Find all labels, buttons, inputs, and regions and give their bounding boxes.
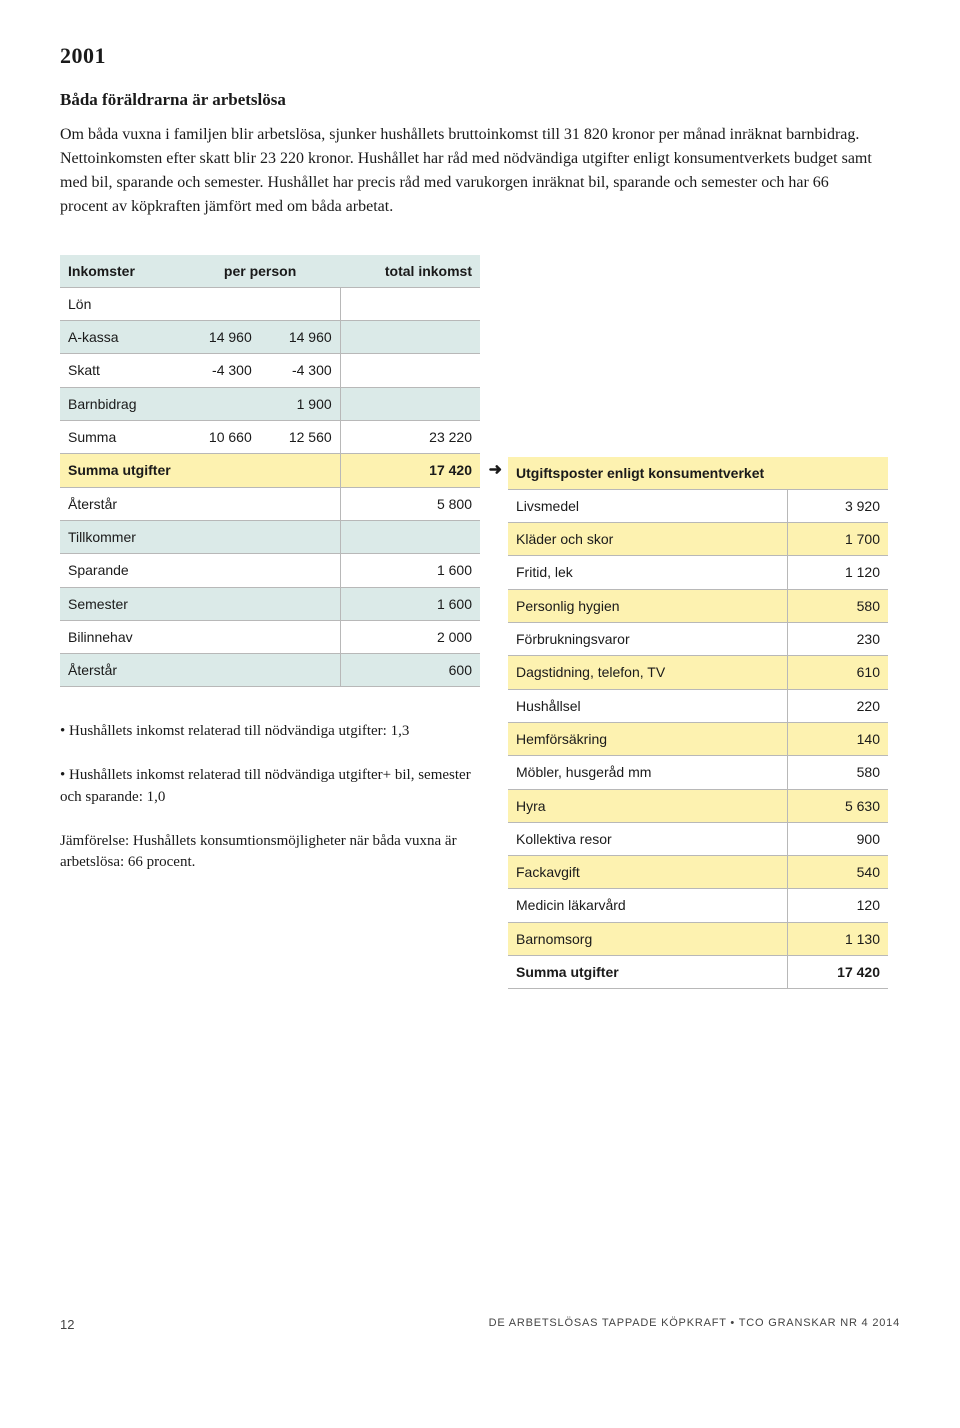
expense-row-label: Hemförsäkring	[508, 722, 788, 755]
hdr-inkomster: Inkomster	[60, 255, 180, 288]
expense-row-value: 580	[788, 589, 888, 622]
expense-row-label: Hyra	[508, 789, 788, 822]
row-skatt-v2: -4 300	[260, 354, 340, 387]
expense-row-value: 120	[788, 889, 888, 922]
row-aterstar2-label: Återstår	[60, 654, 180, 687]
expense-row-value: 230	[788, 623, 888, 656]
arrow-icon: ➜	[489, 459, 502, 482]
footer-text-left: DE ARBETSLÖSAS TAPPADE KÖPKRAFT	[489, 1317, 727, 1329]
row-summa-label: Summa	[60, 421, 180, 454]
hdr-perperson: per person	[180, 255, 340, 288]
row-akassa-v2: 14 960	[260, 321, 340, 354]
row-sparande-label: Sparande	[60, 554, 180, 587]
expense-row-value: 580	[788, 756, 888, 789]
row-akassa-v1: 14 960	[180, 321, 260, 354]
expense-row-value: 540	[788, 856, 888, 889]
row-semester-label: Semester	[60, 587, 180, 620]
expense-row-label: Förbrukningsvaror	[508, 623, 788, 656]
expense-row-value: 1 700	[788, 523, 888, 556]
expense-table: Utgiftsposter enligt konsumentverket Liv…	[508, 457, 888, 990]
footer-text: DE ARBETSLÖSAS TAPPADE KÖPKRAFT • TCO GR…	[489, 1316, 900, 1335]
expense-row-value: 5 630	[788, 789, 888, 822]
expense-row-label: Fackavgift	[508, 856, 788, 889]
footer-text-right: TCO GRANSKAR NR 4 2014	[739, 1317, 900, 1329]
row-lon: Lön	[60, 287, 180, 320]
expense-row-value: 900	[788, 822, 888, 855]
left-column: Inkomster per person total inkomst Lön A…	[60, 255, 480, 897]
row-summautg-value: 17 420	[429, 462, 472, 478]
expense-row-label: Möbler, husgeråd mm	[508, 756, 788, 789]
row-bilinnehav-label: Bilinnehav	[60, 620, 180, 653]
expense-row-label: Hushållsel	[508, 689, 788, 722]
row-bilinnehav-v: 2 000	[340, 620, 480, 653]
row-sparande-v: 1 600	[340, 554, 480, 587]
expense-row-label: Personlig hygien	[508, 589, 788, 622]
row-akassa-label: A-kassa	[60, 321, 180, 354]
expense-row-label: Livsmedel	[508, 489, 788, 522]
expense-row-value: 140	[788, 722, 888, 755]
expense-row-label: Medicin läkarvård	[508, 889, 788, 922]
row-semester-v: 1 600	[340, 587, 480, 620]
expense-row-value: 1 130	[788, 922, 888, 955]
intro-paragraph: Om båda vuxna i familjen blir arbetslösa…	[60, 123, 880, 219]
row-summa-v2: 12 560	[260, 421, 340, 454]
row-aterstar2-v: 600	[340, 654, 480, 687]
row-summautg-v: 17 420 ➜	[340, 454, 480, 487]
footer-dot: •	[730, 1317, 738, 1329]
expense-row-label: Kollektiva resor	[508, 822, 788, 855]
expense-sum-v: 17 420	[788, 955, 888, 988]
row-tillkommer: Tillkommer	[60, 520, 180, 553]
row-aterstar1-v: 5 800	[340, 487, 480, 520]
right-column: Utgiftsposter enligt konsumentverket Liv…	[508, 457, 888, 990]
row-barnbidrag-v: 1 900	[260, 387, 340, 420]
expense-row-value: 610	[788, 656, 888, 689]
row-aterstar1-label: Återstår	[60, 487, 180, 520]
expense-row-label: Dagstidning, telefon, TV	[508, 656, 788, 689]
expense-row-value: 220	[788, 689, 888, 722]
page-number: 12	[60, 1316, 74, 1335]
row-summautg-label: Summa utgifter	[60, 454, 180, 487]
bullet-2: • Hushållets inkomst relaterad till nödv…	[60, 765, 480, 809]
bullet-3: Jämförelse: Hushållets konsumtionsmöjlig…	[60, 831, 480, 875]
expense-row-value: 1 120	[788, 556, 888, 589]
bullet-1: • Hushållets inkomst relaterad till nödv…	[60, 721, 480, 743]
row-barnbidrag-label: Barnbidrag	[60, 387, 180, 420]
expense-header: Utgiftsposter enligt konsumentverket	[508, 457, 888, 490]
year-heading: 2001	[60, 40, 900, 72]
row-skatt-label: Skatt	[60, 354, 180, 387]
row-skatt-v1: -4 300	[180, 354, 260, 387]
expense-row-label: Barnomsorg	[508, 922, 788, 955]
hdr-total: total inkomst	[340, 255, 480, 288]
expense-row-label: Fritid, lek	[508, 556, 788, 589]
row-summa-v1: 10 660	[180, 421, 260, 454]
subtitle: Båda föräldrarna är arbetslösa	[60, 88, 900, 113]
row-summa-total: 23 220	[340, 421, 480, 454]
page-footer: 12 DE ARBETSLÖSAS TAPPADE KÖPKRAFT • TCO…	[60, 1316, 900, 1335]
bullet-block: • Hushållets inkomst relaterad till nödv…	[60, 721, 480, 874]
expense-row-value: 3 920	[788, 489, 888, 522]
expense-row-label: Kläder och skor	[508, 523, 788, 556]
expense-sum-label: Summa utgifter	[508, 955, 788, 988]
income-table: Inkomster per person total inkomst Lön A…	[60, 255, 480, 688]
